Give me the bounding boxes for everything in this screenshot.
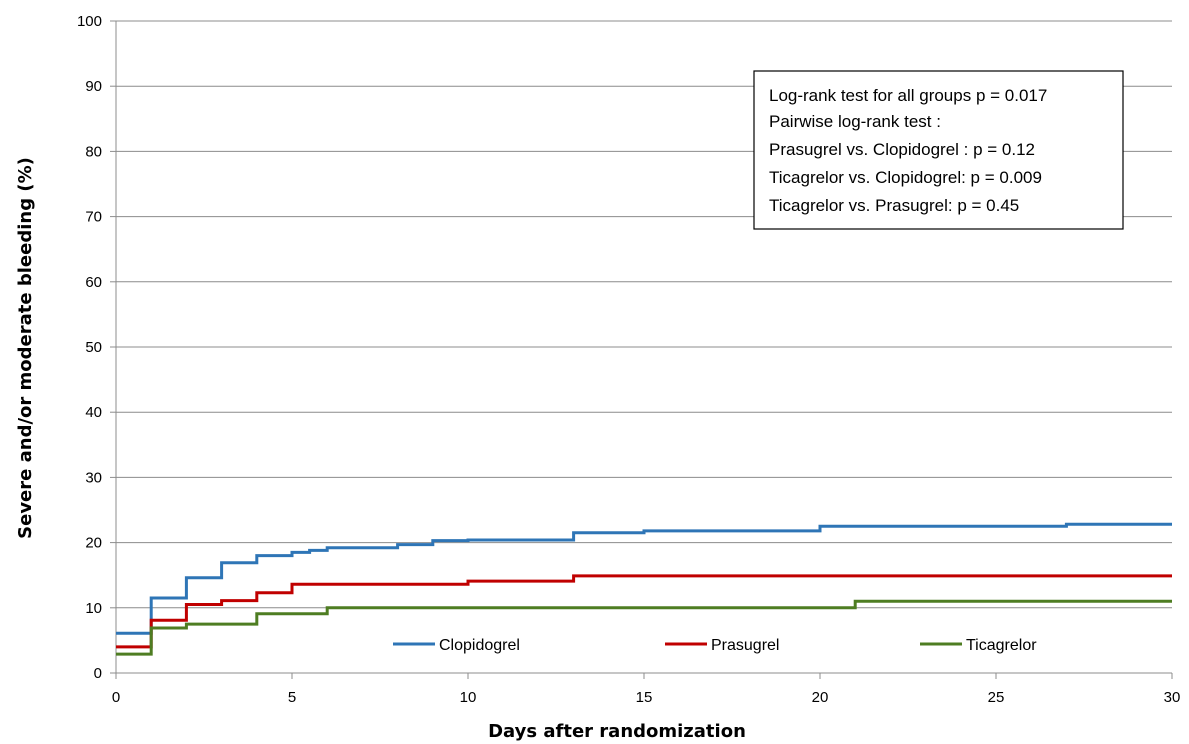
y-tick-label-60: 60 [85, 274, 102, 291]
y-tick-label-20: 20 [85, 535, 102, 552]
x-tick-label-20: 20 [812, 689, 829, 706]
axes [110, 20, 1173, 679]
annotation-line-1: Log-rank test for all groups p = 0.017 [769, 86, 1047, 105]
x-tick-label-0: 0 [112, 689, 120, 706]
x-axis-title: Days after randomization [488, 721, 746, 742]
legend-label-clopidogrel: Clopidogrel [439, 637, 520, 654]
x-tick-label-5: 5 [288, 689, 296, 706]
x-tick-label-15: 15 [636, 689, 653, 706]
legend-label-ticagrelor: Ticagrelor [966, 637, 1037, 654]
gridlines [116, 20, 1172, 609]
y-tick-label-0: 0 [94, 665, 102, 682]
series-line-ticagrelor [116, 599, 1172, 656]
series-line-prasugrel [116, 574, 1172, 649]
x-tick-label-10: 10 [460, 689, 477, 706]
x-tick-label-30: 30 [1164, 689, 1181, 706]
legend: Clopidogrel Prasugrel Ticagrelor [393, 637, 1037, 654]
legend-label-prasugrel: Prasugrel [711, 637, 779, 654]
annotation-line-3: Prasugrel vs. Clopidogrel : p = 0.12 [769, 140, 1035, 159]
y-tick-labels: 0 10 20 30 40 50 60 70 80 90 100 [77, 13, 102, 682]
y-tick-label-80: 80 [85, 143, 102, 160]
y-tick-label-10: 10 [85, 600, 102, 617]
series-line-clopidogrel [116, 522, 1172, 635]
y-tick-label-50: 50 [85, 339, 102, 356]
x-tick-label-25: 25 [988, 689, 1005, 706]
annotation-border [753, 70, 1124, 230]
y-tick-label-40: 40 [85, 404, 102, 421]
y-tick-label-70: 70 [85, 209, 102, 226]
annotation-line-4: Ticagrelor vs. Clopidogrel: p = 0.009 [769, 168, 1042, 187]
stats-annotation-box: Log-rank test for all groups p = 0.017 P… [753, 70, 1124, 230]
annotation-line-2: Pairwise log-rank test : [769, 112, 941, 131]
series-lines [116, 522, 1172, 656]
y-tick-label-30: 30 [85, 469, 102, 486]
y-axis-title: Severe and/or moderate bleeding (%) [15, 157, 36, 539]
annotation-line-5: Ticagrelor vs. Prasugrel: p = 0.45 [769, 196, 1019, 215]
y-tick-label-90: 90 [85, 78, 102, 95]
y-tick-label-100: 100 [77, 13, 102, 30]
x-tick-labels: 0 5 10 15 20 25 30 [112, 689, 1181, 706]
